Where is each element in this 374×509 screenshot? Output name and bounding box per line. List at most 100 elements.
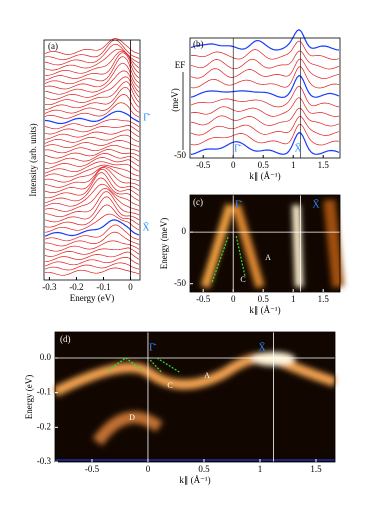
annotation: Γ̄ <box>143 112 151 123</box>
y-tick-label: -0.1 <box>37 387 51 397</box>
x-tick-label: 1.5 <box>318 160 330 170</box>
annotation: C <box>167 381 172 390</box>
x-tick-label: -0.5 <box>196 160 211 170</box>
spectrum-curve <box>190 28 340 51</box>
annotation: (a) <box>48 41 58 51</box>
spectrum-curve <box>45 231 140 247</box>
x-tick-label: 1.5 <box>310 464 322 474</box>
spectrum-curve <box>44 267 140 276</box>
spectrum-curve <box>190 85 340 108</box>
spectrum-curve <box>44 188 140 212</box>
annotation: C <box>240 275 245 284</box>
spectrum-curve <box>44 70 140 95</box>
x-tick-label: 0 <box>231 160 236 170</box>
spectrum-curve <box>44 191 140 218</box>
x-axis-label: k∥ (Å⁻¹) <box>249 305 280 315</box>
spectrum-curve <box>190 97 340 117</box>
annotation: X̄ <box>294 142 302 154</box>
x-axis-label: Energy (eV) <box>70 293 115 303</box>
spectrum-curve <box>44 76 140 100</box>
spectrum-curve <box>44 38 140 55</box>
annotation: A <box>265 253 271 262</box>
annotation: (c) <box>193 197 203 207</box>
spectrum-curve <box>44 240 140 252</box>
annotation: EF <box>175 60 186 70</box>
x-tick-label: 0.5 <box>258 160 270 170</box>
spectrum-curve <box>45 157 140 169</box>
y-tick-label: -0.3 <box>37 456 52 466</box>
annotation: Γ̄ <box>149 342 157 353</box>
y-tick-label: 0 <box>182 226 187 236</box>
dispersion-guide <box>156 357 180 373</box>
spectrum-curve <box>44 125 140 135</box>
spectrum-curve <box>44 219 140 237</box>
spectrum-curve <box>44 224 140 242</box>
spectrum-curve <box>190 40 340 60</box>
annotation: (b) <box>193 39 204 49</box>
spectrum-curve <box>44 153 140 164</box>
spectrum-curve <box>44 144 140 154</box>
annotation: (d) <box>60 334 71 344</box>
spectrum-curve <box>44 81 140 106</box>
x-axis-label: k∥ (Å⁻¹) <box>179 475 210 485</box>
x-tick-label: 1.5 <box>318 294 330 304</box>
plot-frame <box>189 194 341 293</box>
spectrum-curve <box>44 177 140 204</box>
y-axis-label: Energy (meV) <box>159 218 169 270</box>
dispersion-guide <box>149 359 162 373</box>
y-tick-label: -50 <box>174 278 186 288</box>
x-tick-label: 0 <box>128 282 133 292</box>
image-background <box>55 332 335 462</box>
spectrum-curve <box>44 50 140 76</box>
x-tick-label: 1 <box>291 294 296 304</box>
y-tick-label: 0.0 <box>40 352 52 362</box>
x-tick-label: 1 <box>258 464 263 474</box>
spectrum-curve <box>190 107 340 127</box>
spectrum-curve <box>44 86 140 111</box>
spectrum-curve <box>190 74 340 99</box>
spectra <box>44 38 140 276</box>
annotation: (meV) <box>170 88 180 112</box>
spectrum-curve <box>44 247 140 257</box>
y-axis-label: Intensity (arb. units) <box>28 123 38 196</box>
spectrum-curve <box>190 66 340 89</box>
spectrum-curve <box>44 183 140 207</box>
band-glow <box>323 199 345 288</box>
spectrum-curve <box>190 116 340 136</box>
band-glow <box>52 352 337 397</box>
annotation: A <box>204 371 210 380</box>
spectrum-curve <box>44 52 140 81</box>
plot-frame <box>189 37 341 159</box>
spectrum-curve <box>44 167 140 188</box>
spectrum-curve <box>44 257 140 267</box>
x-tick-label: 0 <box>146 464 151 474</box>
dispersion-guide <box>211 235 229 283</box>
spectrum-curve <box>44 196 140 223</box>
spectrum-curve <box>44 43 140 66</box>
spectrum-curve <box>44 94 140 114</box>
spectrum-curve <box>44 164 140 178</box>
spectrum-curve <box>44 39 140 61</box>
band-glow <box>231 203 265 289</box>
band-glow <box>200 203 235 289</box>
annotation: -50 <box>174 150 186 160</box>
x-tick-label: -0.2 <box>69 282 83 292</box>
spectrum-curve <box>190 131 340 155</box>
band-glow <box>292 204 304 288</box>
spectrum-curve <box>44 110 140 125</box>
spectrum-curve <box>190 58 340 79</box>
plot-frame <box>54 331 336 463</box>
annotation: X̄ <box>258 341 266 353</box>
annotation: X̄ <box>142 221 150 233</box>
spectrum-curve <box>44 204 140 228</box>
annotation: D <box>129 413 135 422</box>
spectrum-curve <box>44 213 140 233</box>
x-tick-label: -0.5 <box>85 464 100 474</box>
spectrum-curve <box>190 123 340 146</box>
x-tick-label: 0 <box>231 294 236 304</box>
x-tick-label: 1 <box>291 160 296 170</box>
spectrum-curve <box>44 166 140 183</box>
x-axis-label: k∥ (Å⁻¹) <box>249 171 280 181</box>
spectrum-curve <box>44 140 140 148</box>
